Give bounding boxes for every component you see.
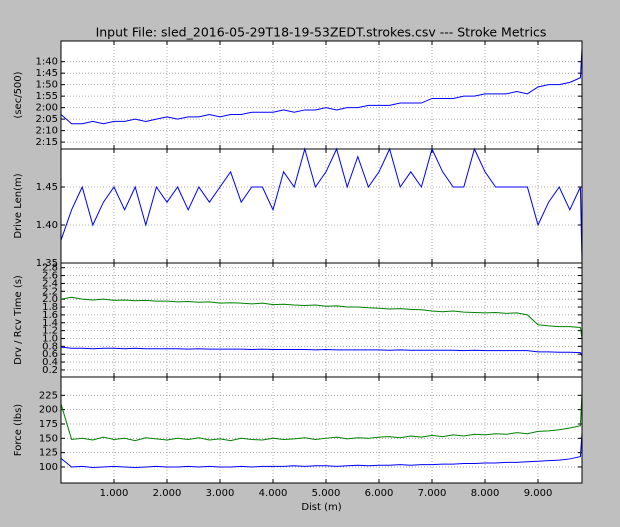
y-tick-label: 125: [39, 448, 58, 459]
y-tick-label: 2.2: [42, 286, 58, 297]
data-line: [60, 432, 583, 469]
y-tick-label: 175: [39, 419, 58, 430]
figure-title: Input File: sled_2016-05-29T18-19-53ZEDT…: [96, 25, 547, 40]
y-axis-label: Drv / Rcv Time (s): [13, 275, 24, 365]
data-line: [60, 392, 583, 442]
data-line: [60, 147, 583, 264]
data-line: [60, 296, 583, 339]
y-tick-label: 2.4: [42, 278, 58, 289]
y-tick-label: 0.8: [42, 341, 58, 352]
axes-background: [61, 149, 582, 263]
y-tick-label: 1.4: [42, 318, 58, 329]
y-tick-label: 1:45: [36, 68, 58, 79]
y-tick-label: 0.4: [42, 357, 58, 368]
data-line: [60, 346, 583, 357]
y-tick-label: 1:40: [36, 57, 58, 68]
x-tick-label: 7.000: [418, 488, 447, 499]
y-tick-label: 2.6: [42, 271, 58, 282]
y-tick-label: 1:50: [36, 80, 58, 91]
y-tick-label: 0.6: [42, 349, 58, 360]
y-axis-label: Force (lbs): [13, 404, 24, 456]
x-tick-label: 9.000: [524, 488, 553, 499]
x-tick-label: 8.000: [471, 488, 500, 499]
y-tick-label: 225: [39, 390, 58, 401]
y-tick-label: 200: [39, 405, 58, 416]
x-axis-label: Dist (m): [301, 502, 341, 513]
y-tick-label: 2:00: [36, 103, 58, 114]
y-tick-label: 1:55: [36, 91, 58, 102]
y-tick-label: 100: [39, 462, 58, 473]
y-tick-label: 1.6: [42, 310, 58, 321]
x-tick-label: 3.000: [206, 488, 235, 499]
x-tick-label: 4.000: [259, 488, 288, 499]
y-tick-label: 1.2: [42, 326, 58, 337]
data-line: [60, 47, 583, 125]
y-tick-label: 2:05: [36, 114, 58, 125]
y-tick-label: 1.45: [36, 182, 58, 193]
axes-frame: [60, 376, 583, 484]
y-tick-label: 2:10: [36, 126, 58, 137]
x-tick-label: 2.000: [153, 488, 182, 499]
axes-background: [61, 41, 582, 149]
x-tick-label: 6.000: [365, 488, 394, 499]
y-axis-label: (sec/500): [13, 71, 24, 118]
x-tick-label: 1.000: [100, 488, 129, 499]
axes-background: [61, 263, 582, 377]
y-tick-label: 2:15: [36, 137, 58, 148]
y-tick-label: 1.0: [42, 333, 58, 344]
y-axis-label: Drive Len(m): [13, 173, 24, 238]
y-tick-label: 2.0: [42, 294, 58, 305]
y-tick-label: 1.8: [42, 302, 58, 313]
y-tick-label: 1.35: [36, 258, 58, 269]
y-tick-label: 2.8: [42, 263, 58, 274]
x-tick-label: 5.000: [312, 488, 341, 499]
y-tick-label: 0.2: [42, 365, 58, 376]
y-tick-label: 150: [39, 433, 58, 444]
y-tick-label: 1.40: [36, 220, 58, 231]
